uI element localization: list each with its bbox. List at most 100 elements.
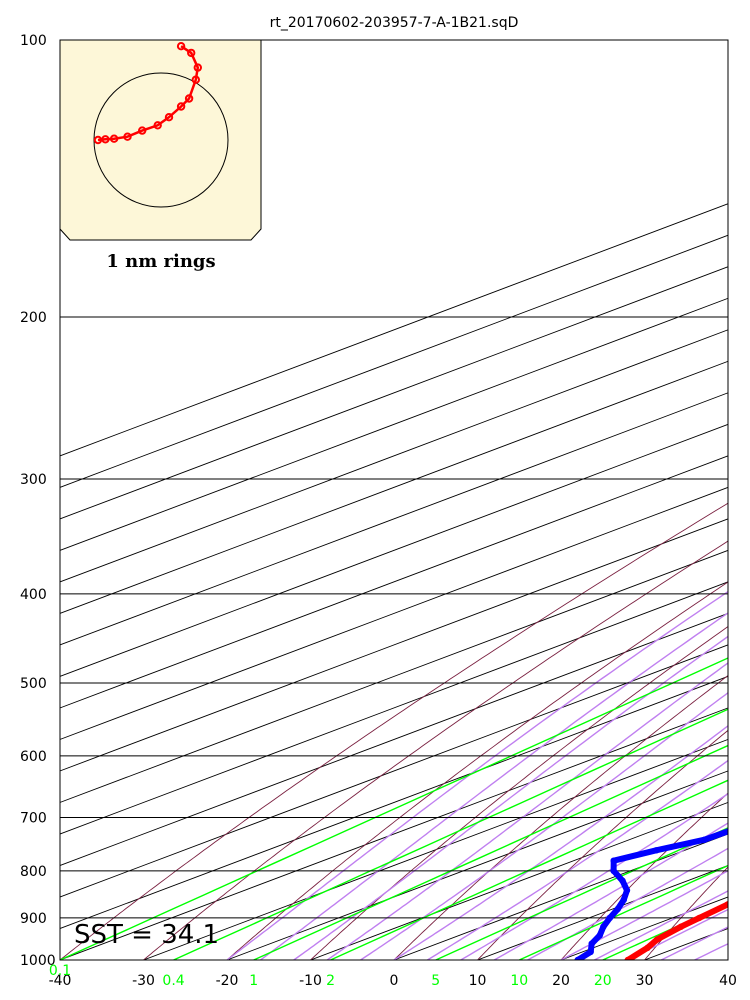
hodograph-point <box>193 63 203 72</box>
temperature-point <box>653 936 661 943</box>
pressure-tick-label: 200 <box>20 310 47 326</box>
isotherm-line <box>60 707 728 960</box>
moist-adiabat-line <box>560 869 728 960</box>
isotherm-line <box>60 423 728 677</box>
isotherm-line <box>60 644 728 898</box>
hodograph-trace <box>93 42 203 145</box>
isotherm-line <box>143 738 728 960</box>
dewpoint-point <box>610 867 617 874</box>
mixing-ratio-tick-label: 2 <box>326 973 335 989</box>
dry-adiabat-line <box>727 959 728 960</box>
mixing-ratio-tick-label: 5 <box>431 973 440 989</box>
dewpoint-point <box>588 940 595 947</box>
temperature-axis-labels: -40 -30 -20 -10 0 10 20 30 40 <box>49 973 737 989</box>
sounding-series <box>574 828 748 960</box>
dewpoint-point <box>574 956 581 960</box>
isotherm-line <box>60 675 728 929</box>
isotherm-line <box>60 581 728 835</box>
hodograph-ring-label: 1 nm rings <box>106 251 215 272</box>
hodograph-point <box>164 113 174 122</box>
dewpoint-point <box>653 847 660 854</box>
temperature-tick-label: 0 <box>390 973 399 989</box>
hodograph-point <box>138 126 147 135</box>
chart-title: rt_20170602-203957-7-A-1B21.sqD <box>270 15 519 31</box>
dry-adiabat-line <box>477 729 728 960</box>
temperature-point <box>724 901 728 908</box>
dry-adiabat-line <box>143 540 728 960</box>
temperature-tick-label: 20 <box>552 973 570 989</box>
hodograph-line <box>97 45 200 142</box>
temperature-tick-label: -40 <box>49 973 72 989</box>
isotherm-line <box>60 455 728 709</box>
hodograph-point <box>153 121 162 130</box>
dewpoint-point <box>606 914 614 922</box>
moist-adiabat-line <box>527 847 728 960</box>
pressure-tick-label: 500 <box>20 676 47 692</box>
dewpoint-point <box>587 948 594 956</box>
moist-adiabat-line <box>460 792 728 960</box>
temperature-point <box>742 892 748 898</box>
isotherm-line <box>310 801 728 960</box>
pressure-tick-label: 300 <box>20 472 47 488</box>
isotherm-line <box>60 266 728 520</box>
dry-adiabat-line <box>393 675 728 960</box>
hodograph-background <box>59 39 262 241</box>
moist-adiabat-line <box>259 612 728 960</box>
mixing-ratio-line <box>435 827 728 960</box>
hodograph-point <box>191 75 201 84</box>
pressure-tick-label: 100 <box>20 33 47 49</box>
hodograph-point <box>184 94 194 103</box>
mixing-ratio-tick-label: 0.1 <box>49 963 71 979</box>
moist-adiabat-line <box>326 662 728 960</box>
hodograph-point <box>176 42 186 51</box>
isotherm-line <box>60 612 728 866</box>
isotherm-line <box>60 392 728 646</box>
hodograph-inset <box>59 39 262 241</box>
isotherm-line <box>60 360 728 614</box>
moist-adiabats <box>226 590 728 960</box>
moist-adiabat-line <box>727 959 728 960</box>
dewpoint-point <box>623 887 631 894</box>
pressure-tick-label: 700 <box>20 810 47 826</box>
temperature-point <box>644 944 651 951</box>
dry-adiabat-line <box>60 502 728 960</box>
mixing-ratio-tick-label: 1 <box>249 973 258 989</box>
mixing-ratio-line <box>330 779 728 960</box>
dewpoint-point <box>610 857 617 864</box>
dewpoint-point <box>600 923 607 930</box>
isotherm-line <box>60 486 728 740</box>
pressure-tick-label: 900 <box>20 911 47 927</box>
moist-adiabat-line <box>393 724 728 960</box>
pressure-tick-label: 1000 <box>20 953 56 969</box>
temperature-tick-label: 30 <box>636 973 654 989</box>
isotherm-line <box>727 959 728 960</box>
moist-adiabat-line <box>293 635 728 960</box>
dewpoint-point <box>620 896 627 903</box>
dewpoint-point <box>619 877 626 884</box>
isotherm-line <box>226 770 728 960</box>
dry-adiabat-line <box>226 581 728 960</box>
plot-frame <box>59 39 729 961</box>
pressure-tick-label: 600 <box>20 749 47 765</box>
mixing-ratio-line <box>519 864 728 960</box>
moist-adiabat-line <box>427 759 728 960</box>
dewpoint-point <box>614 905 622 913</box>
mixing-ratio-tick-label: 0.4 <box>162 973 184 989</box>
isotherm-line <box>60 297 728 551</box>
mixing-ratio-tick-label: 10 <box>510 973 528 989</box>
temperature-point <box>677 923 685 930</box>
sst-annotation: SST = 34.1 <box>74 920 219 950</box>
dry-adiabat-line <box>644 866 728 960</box>
dry-adiabats <box>60 502 728 960</box>
temperature-tick-label: 10 <box>469 973 487 989</box>
moist-adiabat-line <box>360 691 728 960</box>
hodograph-point <box>176 102 186 111</box>
moist-adiabat-line <box>226 590 728 960</box>
dewpoint-point <box>596 932 603 939</box>
isotherms <box>60 203 728 960</box>
temperature-tick-label: -20 <box>216 973 239 989</box>
temperature-point <box>624 956 631 960</box>
hodograph-point <box>109 134 119 143</box>
dewpoint-point <box>701 836 708 843</box>
